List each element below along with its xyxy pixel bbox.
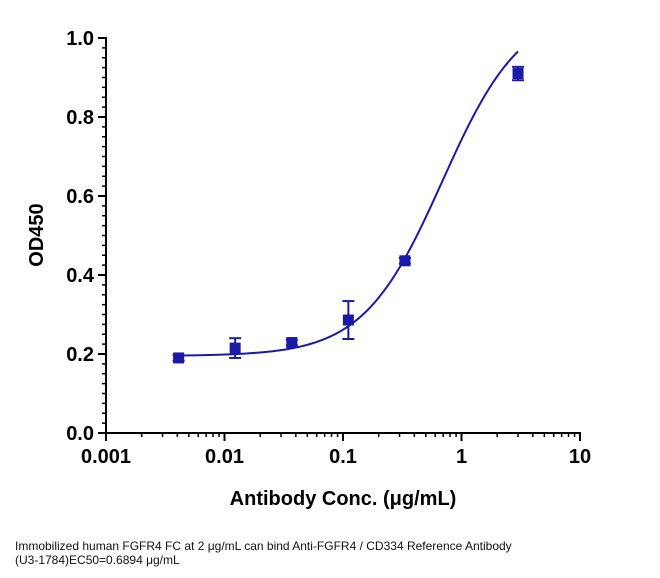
data-point	[173, 352, 185, 364]
caption-line-1: Immobilized human FGFR4 FC at 2 μg/mL ca…	[15, 539, 512, 553]
x-tick-label: 0.01	[205, 446, 244, 468]
y-tick-label: 0.0	[66, 423, 94, 445]
od450-binding-chart: 0.0 0.2 0.4 0.6 0.8 1.0 0.001 0.01 0.1 1 10 Antibo…	[26, 28, 591, 510]
x-tick-label: 1	[456, 446, 467, 468]
data-point	[342, 314, 354, 326]
caption-line-2: (U3-1784)EC50=0.6894 μg/mL	[15, 553, 180, 567]
y-axis-title: OD450	[26, 203, 48, 266]
data-point	[286, 337, 298, 349]
data-point	[229, 342, 241, 354]
y-tick-label: 0.4	[66, 265, 95, 287]
x-tick-label: 0.001	[81, 446, 131, 468]
figure-caption: Immobilized human FGFR4 FC at 2 μg/mL ca…	[15, 539, 655, 567]
x-tick-label: 0.1	[329, 446, 357, 468]
data-point	[512, 68, 524, 80]
data-point	[399, 255, 411, 267]
x-tick-label: 10	[569, 446, 591, 468]
plot-area: 0.0 0.2 0.4 0.6 0.8 1.0 0.001 0.01 0.1 1 10	[66, 28, 591, 468]
y-tick-label: 1.0	[66, 28, 94, 50]
x-axis-title: Antibody Conc. (μg/mL)	[230, 488, 457, 510]
y-tick-label: 0.2	[66, 344, 94, 366]
y-tick-label: 0.8	[66, 107, 94, 129]
y-tick-label: 0.6	[66, 186, 94, 208]
